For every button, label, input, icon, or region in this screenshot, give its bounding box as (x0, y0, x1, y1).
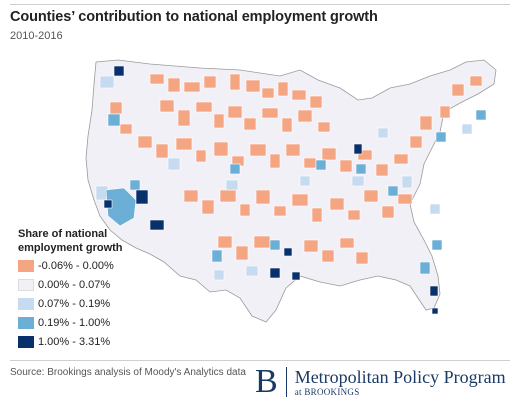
brand-sub: at BROOKINGS (294, 386, 360, 397)
legend-swatch (18, 259, 34, 272)
legend-label: 0.19% - 1.00% (38, 316, 111, 329)
medium-growth-counties (105, 109, 487, 275)
chart-title: Counties’ contribution to national emplo… (10, 9, 378, 25)
legend-label: 0.00% - 0.07% (38, 278, 111, 291)
legend-title: Share of national employment growth (18, 228, 123, 254)
map-legend: Share of national employment growth -0.0… (18, 227, 168, 350)
legend-item: 1.00% - 3.31% (18, 333, 168, 350)
county-map (0, 40, 520, 360)
legend-item: 0.19% - 1.00% (18, 314, 168, 331)
source-note: Source: Brookings analysis of Moody's An… (10, 367, 246, 378)
brand-name: Metropolitan Policy Program (294, 366, 506, 387)
legend-swatch (18, 297, 34, 310)
low-growth-counties (95, 75, 473, 281)
bottom-divider (10, 360, 510, 361)
legend-swatch (18, 316, 34, 329)
declining-counties (109, 73, 483, 265)
legend-label: 1.00% - 3.31% (38, 335, 111, 348)
legend-label: -0.06% - 0.00% (38, 259, 114, 272)
brand-letter: B (255, 363, 278, 400)
legend-item: -0.06% - 0.00% (18, 257, 168, 274)
legend-swatch (18, 278, 34, 291)
legend-item: 0.00% - 0.07% (18, 276, 168, 293)
us-map-svg (85, 59, 497, 323)
brand-divider (285, 367, 287, 397)
legend-swatch (18, 335, 34, 348)
legend-label: 0.07% - 0.19% (38, 297, 111, 310)
chart-subtitle: 2010-2016 (10, 30, 63, 42)
high-growth-counties (103, 65, 439, 315)
brookings-logo[interactable]: B Metropolitan Policy Program at BROOKIN… (255, 365, 506, 399)
legend-item: 0.07% - 0.19% (18, 295, 168, 312)
brand-text: Metropolitan Policy Program at BROOKINGS (294, 366, 506, 397)
top-divider (10, 4, 510, 5)
